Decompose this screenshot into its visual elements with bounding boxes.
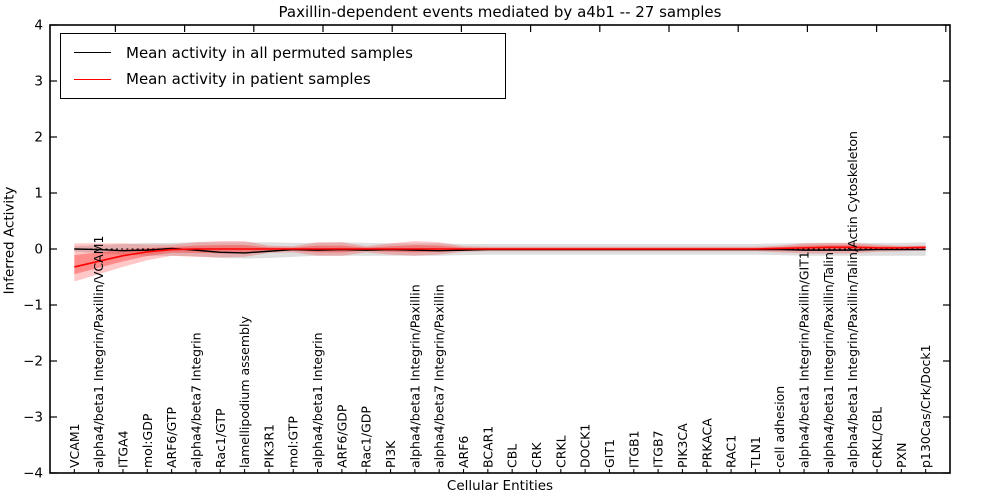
category-tick-label: TLN1 [748, 436, 763, 469]
category-tick-label: alpha4/beta1 Integrin/Paxillin/Talin/Act… [845, 131, 860, 468]
patient-mean-line [74, 246, 926, 268]
category-tick-label: ARF6 [456, 436, 471, 468]
category-tick-label: Rac1/GTP [213, 408, 228, 468]
legend-item: Mean activity in all permuted samples [61, 45, 505, 61]
category-tick-label: alpha4/beta1 Integrin/Paxillin/GIT1 [797, 251, 812, 468]
category-tick-label: DOCK1 [578, 424, 593, 468]
category-tick-label: p130Cas/Crk/Dock1 [918, 344, 933, 468]
category-tick-label: ARF6/GDP [334, 404, 349, 468]
category-tick-label: ITGA4 [115, 430, 130, 468]
y-tick-label: −3 [23, 410, 43, 426]
category-tick-label: mol:GDP [140, 413, 155, 468]
category-tick-label: alpha4/beta1 Integrin/Paxillin [407, 284, 422, 468]
category-tick-label: CRK [529, 442, 544, 468]
category-tick-label: CRKL/CBL [870, 407, 885, 468]
category-tick-label: alpha4/beta7 Integrin [188, 332, 203, 468]
category-tick-label: GIT1 [602, 439, 617, 468]
category-tick-label: BCAR1 [480, 426, 495, 468]
category-tick-label: mol:GTP [286, 416, 301, 468]
y-axis-label: Inferred Activity [1, 186, 18, 295]
category-tick-label: Rac1/GDP [359, 406, 374, 468]
permuted-confidence-band [74, 242, 926, 259]
category-tick-label: CRKL [553, 435, 568, 468]
legend: Mean activity in all permuted samples Me… [60, 33, 506, 99]
y-tick-label: −1 [23, 298, 43, 314]
permuted-line-swatch [74, 52, 111, 54]
category-tick-label: ARF6/GTP [164, 407, 179, 468]
category-tick-label: PIK3R1 [261, 424, 276, 468]
category-tick-label: alpha4/beta1 Integrin/Paxillin/Talin [821, 252, 836, 468]
y-tick-label: 4 [34, 18, 43, 34]
category-tick-label: VCAM1 [67, 423, 82, 468]
patient-confidence-band [74, 241, 926, 282]
category-tick-label: ITGB7 [651, 430, 666, 468]
category-tick-label: PIK3CA [675, 423, 690, 468]
legend-item-label: Mean activity in all permuted samples [126, 43, 413, 62]
x-axis-label: Cellular Entities [446, 478, 554, 494]
y-tick-label: 2 [34, 130, 43, 146]
y-tick-label: −4 [23, 466, 43, 482]
category-tick-label: PI3K [383, 440, 398, 468]
legend-item: Mean activity in patient samples [61, 71, 505, 87]
category-tick-label: cell adhesion [772, 386, 787, 468]
y-tick-label: −2 [23, 354, 43, 370]
category-tick-label: alpha4/beta7 Integrin/Paxillin [432, 284, 447, 468]
category-tick-label: RAC1 [724, 435, 739, 468]
y-tick-label: 1 [34, 186, 43, 202]
chart-title: Paxillin-dependent events mediated by a4… [278, 3, 722, 21]
category-tick-label: ITGB1 [626, 430, 641, 468]
legend-item-label: Mean activity in patient samples [126, 70, 371, 89]
category-tick-label: PXN [894, 443, 909, 468]
y-tick-label: 3 [34, 74, 43, 90]
category-tick-label: CBL [505, 444, 520, 468]
category-tick-label: alpha4/beta1 Integrin/Paxillin/VCAM1 [91, 236, 106, 468]
category-tick-label: alpha4/beta1 Integrin [310, 332, 325, 468]
category-tick-label: PRKACA [699, 418, 714, 468]
category-tick-label: lamellipodium assembly [237, 316, 252, 468]
patient-line-swatch [74, 78, 111, 80]
y-tick-label: 0 [34, 242, 43, 258]
